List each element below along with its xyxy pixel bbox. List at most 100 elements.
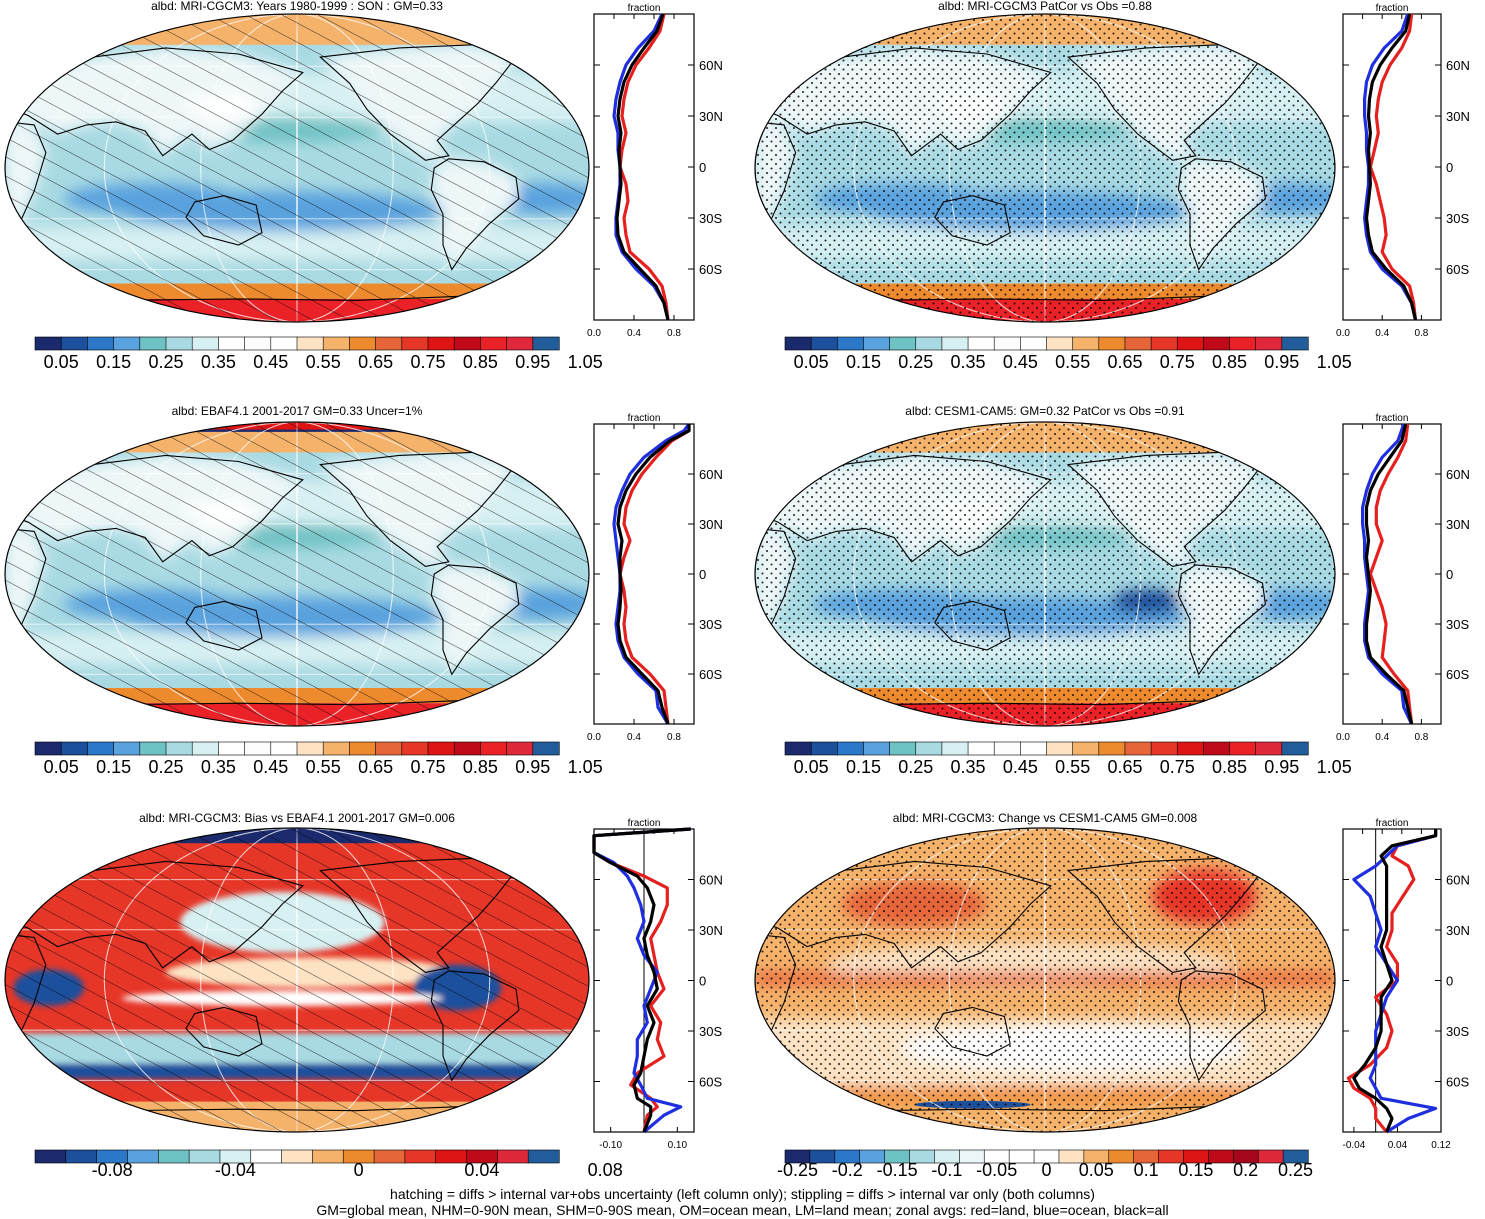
zonal-panel-2: fraction 60N 30N 0 30S 60S 0.0 0.4 0.8 [587,413,723,743]
colorbar-label: 0.15 [846,352,881,372]
colorbar-label: 0 [1041,1160,1051,1180]
colorbar-swatch [810,741,838,756]
colorbar-2: 0.05 0.15 0.25 0.35 0.45 0.55 0.65 0.75 0.85 0.95… [34,741,603,777]
colorbar-swatch [497,1149,529,1164]
colorbar-label: -0.25 [777,1160,818,1180]
colorbar-label: 0.75 [410,352,445,372]
colorbar-swatch [34,336,62,351]
colorbar-swatch [87,336,115,351]
colorbar-swatch [967,741,995,756]
colorbar-swatch [1255,741,1283,756]
colorbar-swatch [113,741,141,756]
zonal-series-line [1364,423,1414,725]
colorbar-swatch [401,336,429,351]
zonal-lat-label: 0 [1446,567,1453,582]
colorbar-swatch [1150,336,1178,351]
zonal-x-label: 0.0 [1336,732,1350,743]
colorbar-label: 0.55 [306,757,341,777]
colorbar-label: 0.45 [253,352,288,372]
colorbar-swatch [1150,741,1178,756]
colorbar-swatch [784,336,812,351]
colorbar-swatch [296,336,324,351]
colorbar-swatch [427,741,455,756]
zonal-lat-label: 30N [1446,109,1470,124]
colorbar-label: 0.95 [515,757,550,777]
colorbar-label: 0.15 [1178,1160,1213,1180]
zonal-lat-label: 60N [1446,58,1470,73]
colorbar-swatch [191,741,219,756]
colorbar-swatch [435,1149,468,1164]
zonal-lat-label: 0 [699,160,706,175]
colorbar-label: 0.45 [1003,352,1038,372]
zonal-x-label: 0.4 [627,328,641,339]
zonal-title: fraction [628,3,661,14]
colorbar-swatch [889,336,917,351]
colorbar-label: 0.05 [44,757,79,777]
colorbar-swatch [113,336,141,351]
colorbar-swatch [401,741,429,756]
colorbar-swatch [967,336,995,351]
colorbar-swatch [915,336,943,351]
colorbar-swatch [889,741,917,756]
panel-4: albd: MRI-CGCM3: Bias vs EBAF4.1 2001-20… [4,811,723,1180]
map-field-3 [755,422,1335,726]
colorbar-swatch [281,1149,314,1164]
panel-title: albd: MRI-CGCM3: Years 1980-1999 : SON :… [151,0,443,13]
zonal-title: fraction [1376,3,1409,14]
panel-title: albd: CESM1-CAM5: GM=0.32 PatCor vs Obs … [905,404,1185,418]
zonal-x-label: 0.0 [587,328,601,339]
colorbar-swatch [312,1149,344,1164]
colorbar-label: 0.25 [898,757,933,777]
colorbar-swatch [506,741,534,756]
panel-3: albd: CESM1-CAM5: GM=0.32 PatCor vs Obs … [754,404,1470,777]
zonal-lat-label: 60S [699,667,722,682]
colorbar-label: 0.65 [358,757,393,777]
colorbar-swatch [427,336,455,351]
map-field-1 [755,14,1335,322]
colorbar-swatch [157,1149,190,1164]
colorbar-swatch [941,336,969,351]
colorbar-label: 0.95 [515,352,550,372]
zonal-panel-0: fraction 60N 30N 0 30S 60S 0.0 0.4 0.8 [587,3,723,339]
zonal-x-label: 0.04 [1388,1140,1408,1151]
zonal-lat-label: 60S [699,262,722,277]
colorbar-label: 0.35 [201,352,236,372]
zonal-lat-label: 30S [1446,1024,1469,1039]
footer-line-1: hatching = diffs > internal var+obs unce… [390,1186,1095,1202]
zonal-lat-label: 30S [699,1024,722,1039]
zonal-lat-label: 0 [699,974,706,989]
colorbar-label: 0.85 [463,352,498,372]
colorbar-swatch [34,1149,67,1164]
colorbar-swatch [480,741,508,756]
colorbar-swatch [1176,336,1205,351]
colorbar-label: 0.55 [306,352,341,372]
colorbar-label: 0.75 [1160,757,1195,777]
colorbar-4: -0.08 -0.04 0 0.04 0.08 [34,1149,623,1180]
zonal-series-line [1364,13,1418,321]
zonal-x-label: 0.10 [668,1140,688,1151]
zonal-series-line [592,827,691,1133]
colorbar-swatch [1098,336,1126,351]
zonal-x-label: 0.8 [1414,732,1428,743]
zonal-x-label: 0.4 [627,732,641,743]
panel-2: albd: EBAF4.1 2001-2017 GM=0.33 Uncer=1%… [4,404,723,777]
colorbar-5: -0.25 -0.2 -0.15 -0.1 -0.05 0 0.05 0.1 0.15 0.2 0.… [777,1149,1313,1180]
colorbar-swatch [349,336,377,351]
zonal-x-label: 0.12 [1431,1140,1451,1151]
zonal-title: fraction [628,818,661,829]
zonal-series-line [615,13,670,321]
colorbar-swatch [1203,741,1231,756]
colorbar-swatch [941,741,969,756]
panel-title: albd: MRI-CGCM3 PatCor vs Obs =0.88 [938,0,1152,13]
colorbar-swatch [1255,336,1283,351]
colorbar-label: 0.85 [463,757,498,777]
colorbar-swatch [139,336,167,351]
map-frame [4,827,590,1133]
colorbar-label: 0.2 [1233,1160,1258,1180]
colorbar-label: 0.75 [1160,352,1195,372]
zonal-lat-label: 30N [699,923,723,938]
zonal-lat-label: 60N [1446,873,1470,888]
colorbar-swatch [34,741,62,756]
colorbar-swatch [165,336,193,351]
colorbar-swatch [810,336,838,351]
